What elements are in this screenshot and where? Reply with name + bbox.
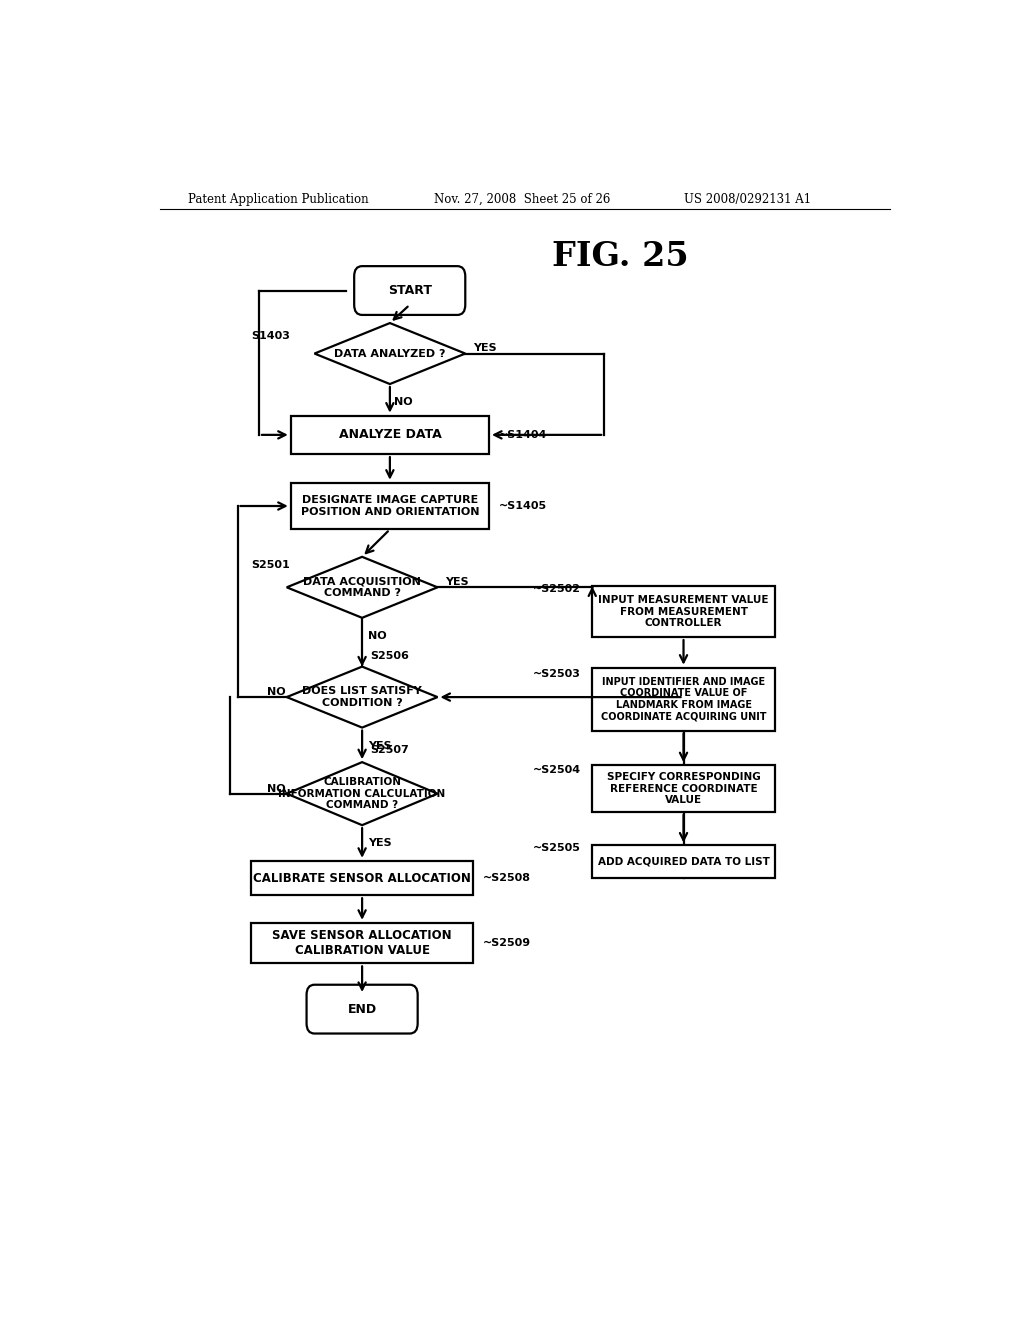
Text: START: START xyxy=(388,284,432,297)
Text: ~S2503: ~S2503 xyxy=(532,669,581,678)
FancyBboxPatch shape xyxy=(251,861,473,895)
Text: ANALYZE DATA: ANALYZE DATA xyxy=(339,429,441,441)
Text: CALIBRATION
INFORMATION CALCULATION
COMMAND ?: CALIBRATION INFORMATION CALCULATION COMM… xyxy=(279,777,445,810)
Text: INPUT MEASUREMENT VALUE
FROM MEASUREMENT
CONTROLLER: INPUT MEASUREMENT VALUE FROM MEASUREMENT… xyxy=(598,595,769,628)
Text: DATA ANALYZED ?: DATA ANALYZED ? xyxy=(334,348,445,359)
Text: S1403: S1403 xyxy=(251,331,290,342)
FancyBboxPatch shape xyxy=(354,267,465,315)
Text: NO: NO xyxy=(267,686,286,697)
Polygon shape xyxy=(287,557,437,618)
Text: SPECIFY CORRESPONDING
REFERENCE COORDINATE
VALUE: SPECIFY CORRESPONDING REFERENCE COORDINA… xyxy=(606,772,761,805)
Text: Patent Application Publication: Patent Application Publication xyxy=(187,193,369,206)
FancyBboxPatch shape xyxy=(291,416,489,454)
Text: END: END xyxy=(347,1003,377,1015)
FancyBboxPatch shape xyxy=(592,668,775,731)
Text: Nov. 27, 2008  Sheet 25 of 26: Nov. 27, 2008 Sheet 25 of 26 xyxy=(433,193,610,206)
Polygon shape xyxy=(314,323,465,384)
Text: S2506: S2506 xyxy=(370,652,409,661)
FancyBboxPatch shape xyxy=(592,586,775,638)
Text: DESIGNATE IMAGE CAPTURE
POSITION AND ORIENTATION: DESIGNATE IMAGE CAPTURE POSITION AND ORI… xyxy=(301,495,479,517)
Text: YES: YES xyxy=(445,577,469,587)
Text: ~S2505: ~S2505 xyxy=(532,842,581,853)
Text: SAVE SENSOR ALLOCATION
CALIBRATION VALUE: SAVE SENSOR ALLOCATION CALIBRATION VALUE xyxy=(272,929,452,957)
Text: ADD ACQUIRED DATA TO LIST: ADD ACQUIRED DATA TO LIST xyxy=(598,857,769,867)
Text: ~S2504: ~S2504 xyxy=(532,766,581,775)
Text: US 2008/0292131 A1: US 2008/0292131 A1 xyxy=(684,193,811,206)
Text: YES: YES xyxy=(473,343,497,354)
Text: ~S2509: ~S2509 xyxy=(482,939,530,948)
FancyBboxPatch shape xyxy=(251,923,473,964)
Text: DATA ACQUISITION
COMMAND ?: DATA ACQUISITION COMMAND ? xyxy=(303,577,421,598)
Text: S2507: S2507 xyxy=(370,744,409,755)
Polygon shape xyxy=(287,667,437,727)
Polygon shape xyxy=(287,762,437,825)
Text: NO: NO xyxy=(394,397,413,408)
Text: YES: YES xyxy=(369,741,392,751)
Text: DOES LIST SATISFY
CONDITION ?: DOES LIST SATISFY CONDITION ? xyxy=(302,686,422,708)
Text: ~S2502: ~S2502 xyxy=(532,585,581,594)
FancyBboxPatch shape xyxy=(306,985,418,1034)
Text: S2501: S2501 xyxy=(251,560,290,570)
FancyBboxPatch shape xyxy=(592,846,775,878)
Text: ~S2508: ~S2508 xyxy=(482,873,530,883)
Text: FIG. 25: FIG. 25 xyxy=(552,240,688,273)
Text: ~S1405: ~S1405 xyxy=(499,502,547,511)
Text: ~S1404: ~S1404 xyxy=(499,430,547,440)
Text: YES: YES xyxy=(369,838,392,849)
Text: NO: NO xyxy=(267,784,286,793)
Text: NO: NO xyxy=(369,631,387,642)
Text: INPUT IDENTIFIER AND IMAGE
COORDINATE VALUE OF
LANDMARK FROM IMAGE
COORDINATE AC: INPUT IDENTIFIER AND IMAGE COORDINATE VA… xyxy=(601,677,766,722)
Text: CALIBRATE SENSOR ALLOCATION: CALIBRATE SENSOR ALLOCATION xyxy=(253,871,471,884)
FancyBboxPatch shape xyxy=(291,483,489,529)
FancyBboxPatch shape xyxy=(592,766,775,812)
